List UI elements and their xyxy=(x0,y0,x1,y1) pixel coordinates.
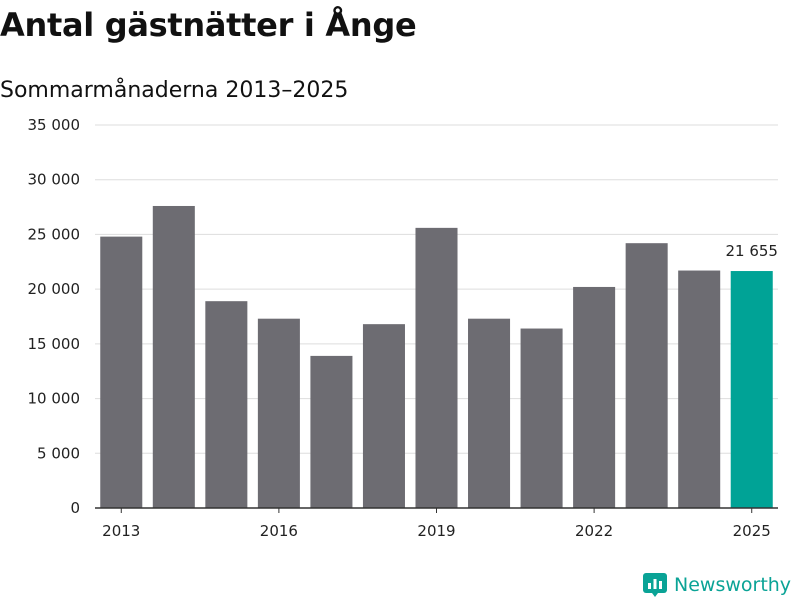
bar-2018 xyxy=(362,324,405,508)
chart-title: Antal gästnätter i Ånge xyxy=(0,6,417,44)
y-tick-label: 30 000 xyxy=(28,171,81,189)
y-tick-label: 5 000 xyxy=(37,444,80,462)
bar-2013 xyxy=(100,236,143,509)
bar-2022 xyxy=(573,286,616,508)
bar-2021 xyxy=(520,328,563,508)
y-tick-label: 10 000 xyxy=(28,390,81,408)
x-tick-label: 2019 xyxy=(417,522,455,540)
bar-2024 xyxy=(678,270,721,508)
bar-2020 xyxy=(468,318,511,508)
y-tick-label: 0 xyxy=(70,499,80,517)
y-tick-label: 35 000 xyxy=(28,116,81,134)
bar-2023 xyxy=(625,243,668,508)
x-tick-label: 2022 xyxy=(575,522,613,540)
bar-2016 xyxy=(257,318,300,508)
bar-2015 xyxy=(205,301,248,508)
x-axis-ticks: 2013 2016 2019 2022 2025 xyxy=(102,508,771,540)
y-tick-label: 15 000 xyxy=(28,335,81,353)
chart-subtitle: Sommarmånaderna 2013–2025 xyxy=(0,78,349,103)
bar-2019 xyxy=(415,227,458,508)
x-tick-label: 2016 xyxy=(260,522,298,540)
bar-2025 xyxy=(730,271,773,508)
data-labels: 21 655 xyxy=(725,242,778,260)
bars xyxy=(100,205,773,509)
data-label: 21 655 xyxy=(725,242,778,260)
newsworthy-logo-icon xyxy=(643,573,667,597)
brand-name: Newsworthy xyxy=(674,574,792,596)
y-axis-ticks: 0 5 000 10 000 15 000 20 000 25 000 30 000 35 0… xyxy=(28,116,81,517)
bar-2017 xyxy=(310,355,353,508)
x-tick-label: 2025 xyxy=(733,522,771,540)
brand: Newsworthy xyxy=(643,570,791,600)
x-tick-label: 2013 xyxy=(102,522,140,540)
y-tick-label: 20 000 xyxy=(28,280,81,298)
y-tick-label: 25 000 xyxy=(28,225,81,243)
bar-2014 xyxy=(152,205,195,508)
